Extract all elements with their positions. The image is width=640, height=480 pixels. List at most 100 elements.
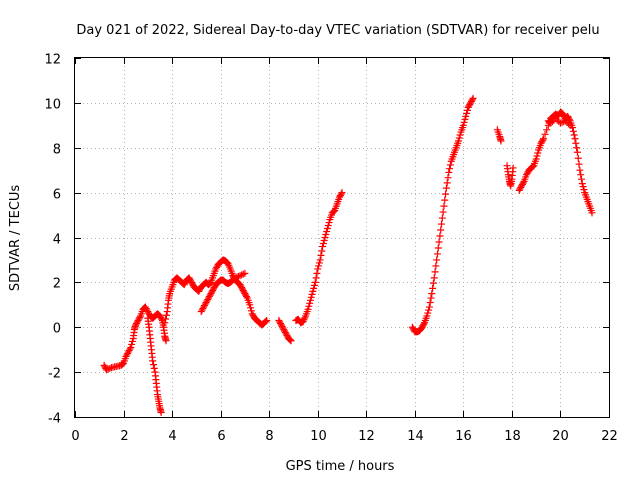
data-point-marker	[318, 247, 326, 255]
data-point-marker	[577, 175, 585, 183]
data-point-marker	[561, 117, 569, 125]
data-point-marker	[435, 238, 443, 246]
data-point-marker	[125, 346, 133, 354]
data-point-marker	[462, 112, 470, 120]
data-point-marker	[548, 118, 556, 126]
data-point-marker	[337, 190, 345, 198]
data-point-marker	[552, 115, 560, 123]
data-point-marker	[516, 185, 524, 193]
data-point-marker	[442, 184, 450, 192]
data-point-marker	[569, 127, 577, 135]
data-point-marker	[466, 100, 474, 108]
data-point-marker	[236, 281, 244, 289]
data-point-marker	[559, 110, 567, 118]
data-point-marker	[577, 171, 585, 179]
data-point-marker	[455, 137, 463, 145]
data-point-marker	[157, 314, 165, 322]
x-tick-label: 10	[310, 429, 327, 444]
data-point-marker	[281, 328, 289, 336]
data-point-marker	[336, 192, 344, 200]
data-point-marker	[437, 226, 445, 234]
data-point-marker	[556, 119, 564, 127]
data-point-marker	[560, 118, 568, 126]
data-point-marker	[515, 186, 523, 194]
data-point-marker	[200, 302, 208, 310]
x-tick-label: 8	[265, 429, 273, 444]
data-point-marker	[468, 96, 476, 104]
data-point-marker	[162, 315, 170, 323]
data-point-marker	[519, 179, 527, 187]
data-point-marker	[126, 345, 134, 353]
data-point-marker	[248, 310, 256, 318]
data-point-marker	[128, 337, 136, 345]
data-point-marker	[133, 318, 141, 326]
data-point-marker	[238, 285, 246, 293]
data-point-marker	[323, 228, 331, 236]
data-point-marker	[509, 164, 517, 172]
data-point-marker	[237, 282, 245, 290]
data-point-marker	[330, 207, 338, 215]
data-point-marker	[119, 360, 127, 368]
data-point-marker	[426, 299, 434, 307]
data-point-marker	[277, 321, 285, 329]
data-point-marker	[570, 131, 578, 139]
data-point-marker	[186, 275, 194, 283]
data-point-marker	[275, 317, 283, 325]
data-point-marker	[213, 263, 221, 271]
data-point-marker	[205, 280, 213, 288]
data-point-marker	[430, 274, 438, 282]
data-point-marker	[277, 320, 285, 328]
data-point-marker	[203, 297, 211, 305]
data-point-marker	[424, 309, 432, 317]
data-point-marker	[100, 361, 108, 369]
y-tick-label: 0	[53, 322, 61, 337]
data-point-marker	[443, 179, 451, 187]
y-tick-label: 10	[44, 98, 61, 113]
data-point-marker	[429, 279, 437, 287]
data-point-marker	[444, 174, 452, 182]
data-point-marker	[547, 119, 555, 127]
data-point-marker	[106, 364, 114, 372]
data-point-marker	[319, 239, 327, 247]
x-tick-label: 6	[217, 429, 225, 444]
data-point-marker	[517, 183, 525, 191]
data-point-marker	[438, 214, 446, 222]
data-point-marker	[239, 287, 247, 295]
data-point-marker	[528, 163, 536, 171]
data-point-marker	[144, 308, 152, 316]
data-point-marker	[315, 262, 323, 270]
data-point-marker	[573, 148, 581, 156]
data-point-marker	[263, 317, 271, 325]
data-point-marker	[202, 299, 210, 307]
data-point-marker	[563, 118, 571, 126]
data-point-marker	[161, 319, 169, 327]
data-point-marker	[247, 304, 255, 312]
x-tick-label: 12	[358, 429, 375, 444]
data-point-marker	[128, 340, 136, 348]
data-point-marker	[439, 208, 447, 216]
data-point-marker	[307, 293, 315, 301]
data-point-marker	[127, 343, 135, 351]
data-point-marker	[564, 112, 572, 120]
data-point-marker	[460, 118, 468, 126]
data-point-marker	[529, 162, 537, 170]
data-point-marker	[464, 103, 472, 111]
data-point-marker	[150, 364, 158, 372]
data-point-marker	[522, 171, 530, 179]
data-point-marker	[338, 189, 346, 197]
data-point-marker	[467, 97, 475, 105]
data-point-marker	[246, 301, 254, 309]
data-point-marker	[199, 305, 207, 313]
data-point-marker	[247, 307, 255, 315]
data-point-marker	[533, 152, 541, 160]
data-point-marker	[433, 256, 441, 264]
data-point-marker	[145, 309, 153, 317]
data-point-marker	[233, 273, 241, 281]
data-point-marker	[442, 190, 450, 198]
data-point-marker	[209, 287, 217, 295]
data-point-marker	[236, 272, 244, 280]
data-point-marker	[427, 294, 435, 302]
data-point-marker	[238, 271, 246, 279]
data-point-marker	[313, 269, 321, 277]
